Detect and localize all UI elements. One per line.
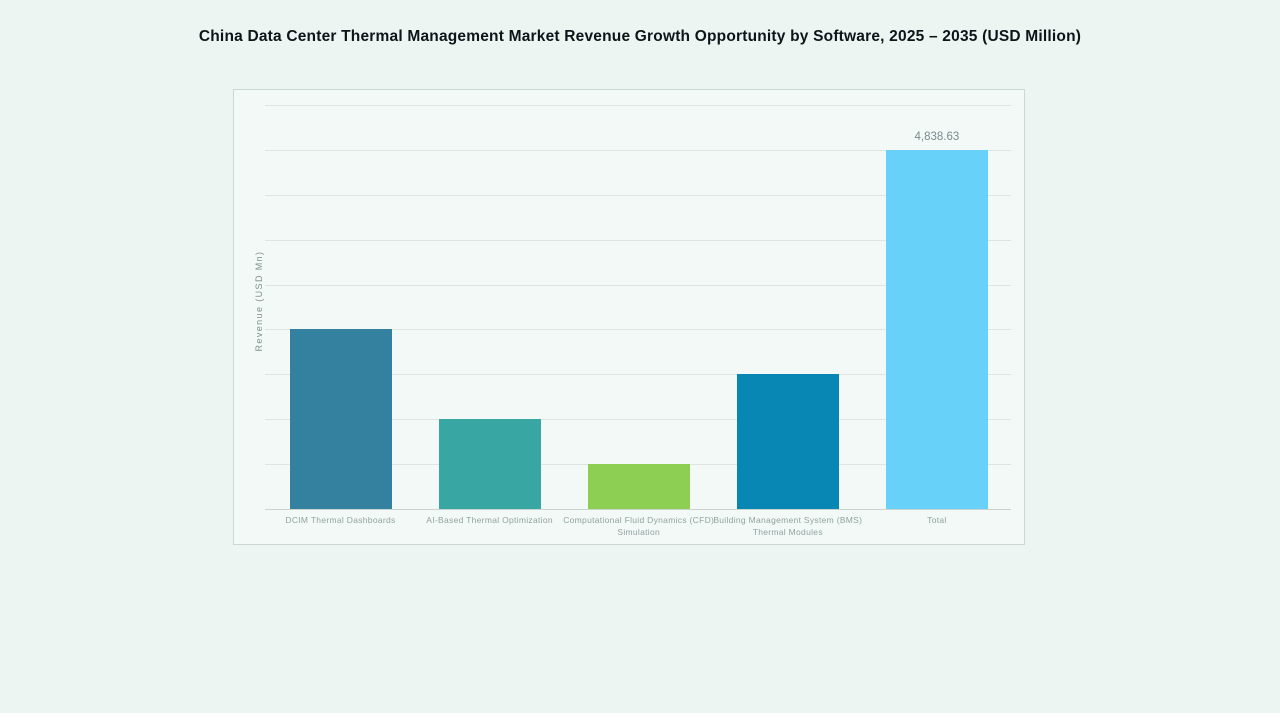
y-gridline bbox=[265, 284, 1011, 286]
x-axis-category-label: DCIM Thermal Dashboards bbox=[285, 515, 396, 525]
bar-computational-fluid-dynamics-cfd-simulation bbox=[587, 464, 690, 509]
bar-dcim-thermal-dashboards bbox=[289, 329, 392, 509]
y-gridline bbox=[265, 239, 1011, 241]
chart-panel: Revenue (USD Mn) DCIM Thermal Dashboards… bbox=[233, 89, 1025, 545]
chart-title: China Data Center Thermal Management Mar… bbox=[198, 28, 1082, 45]
y-gridline bbox=[265, 419, 1011, 421]
y-gridline bbox=[265, 374, 1011, 376]
x-axis-category-label: AI-Based Thermal Optimization bbox=[426, 515, 553, 525]
y-gridline bbox=[265, 105, 1011, 106]
x-axis-category-label: Building Management System (BMS) Thermal… bbox=[713, 515, 863, 537]
y-axis-label: Revenue (USD Mn) bbox=[254, 250, 264, 352]
x-axis-category-label: Total bbox=[927, 515, 947, 525]
bar-value-label: 4,838.63 bbox=[914, 130, 960, 143]
page-bottom-edge bbox=[0, 713, 1280, 720]
y-gridline bbox=[265, 149, 1011, 151]
bar-ai-based-thermal-optimization bbox=[438, 419, 541, 509]
y-gridline bbox=[265, 329, 1011, 331]
x-axis-category-label: Computational Fluid Dynamics (CFD) Simul… bbox=[563, 515, 715, 537]
bar-building-management-system-bms-thermal-modules bbox=[736, 374, 839, 509]
bar-total bbox=[885, 149, 988, 509]
y-gridline bbox=[265, 194, 1011, 196]
x-axis-line bbox=[265, 509, 1011, 510]
